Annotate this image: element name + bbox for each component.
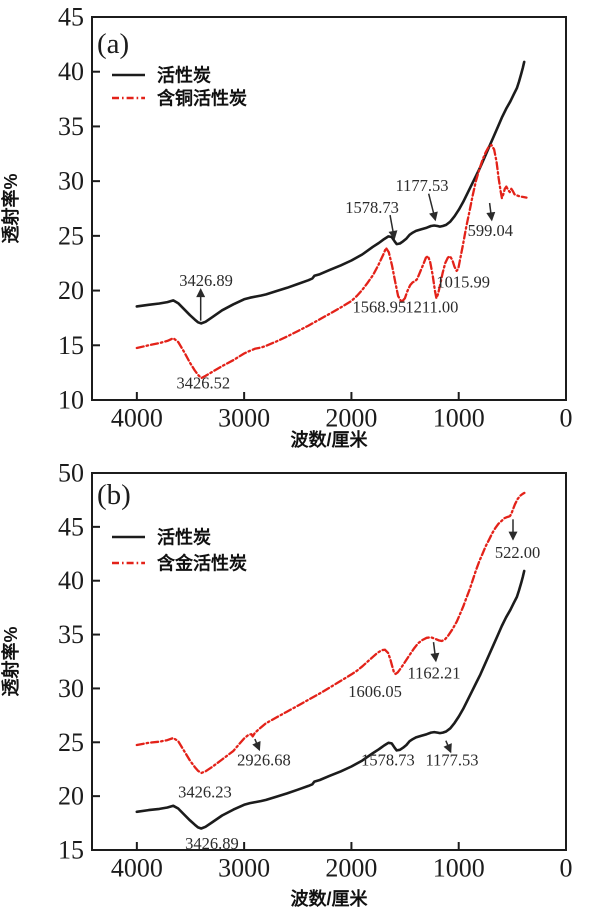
legend-label-gold-activated-carbon: 含金活性炭 (157, 553, 247, 574)
chart-panel-a: 4000 3000 2000 1000 0 10 15 20 25 30 35 40 45 波数/厘米 透射… (0, 3, 573, 451)
x-tick-label: 0 (560, 854, 573, 883)
x-tick-label: 3000 (218, 854, 270, 883)
annotation-arrow (252, 738, 261, 752)
annotation-arrow (388, 214, 398, 240)
y-tick-label: 15 (58, 836, 84, 865)
x-tick-label: 2000 (325, 404, 377, 433)
series-gold-activated-carbon (135, 491, 526, 775)
x-tick-label: 4000 (111, 854, 163, 883)
x-axis-title: 波数/厘米 (290, 429, 368, 450)
y-tick-label: 20 (58, 276, 84, 305)
y-tick-label: 10 (58, 386, 84, 415)
series-activated-carbon (135, 569, 526, 830)
x-tick-label: 3000 (218, 404, 270, 433)
y-tick-label: 45 (58, 3, 84, 32)
panel-a-plot: 4000 3000 2000 1000 0 10 15 20 25 30 35 40 45 波数/厘米 透射… (0, 3, 573, 451)
annotation-label: 1177.53 (426, 751, 479, 770)
annotation-label: 599.04 (468, 221, 513, 240)
y-tick-label: 20 (58, 782, 84, 811)
y-tick-label: 30 (58, 674, 84, 703)
annotation-arrow (486, 202, 496, 222)
annotation-label: 3426.89 (185, 834, 239, 853)
panel-letter: (a) (97, 28, 129, 60)
annotation-label: 1578.73 (345, 198, 399, 217)
y-tick-label: 25 (58, 221, 84, 250)
plot-frame (91, 16, 567, 401)
y-tick-label: 35 (58, 620, 84, 649)
y-tick-label: 40 (58, 566, 84, 595)
y-tick-label: 25 (58, 728, 84, 757)
annotation-label: 2926.68 (237, 751, 291, 770)
legend-label-activated-carbon: 活性炭 (157, 65, 211, 86)
y-tick-label: 35 (58, 112, 84, 141)
annotation-label: 1568.95 (353, 297, 407, 316)
annotation-label: 1606.05 (348, 682, 402, 701)
y-axis-title: 透射率% (0, 173, 21, 243)
annotation-arrow (430, 642, 440, 663)
annotation-label: 1015.99 (436, 272, 490, 291)
y-tick-label: 40 (58, 57, 84, 86)
y-tick-label: 30 (58, 167, 84, 196)
legend-label-copper-activated-carbon: 含铜活性炭 (157, 88, 247, 109)
y-axis-title: 透射率% (0, 626, 21, 696)
annotation-label: 1162.21 (408, 663, 461, 682)
annotation-arrow (443, 740, 452, 754)
series-copper-activated-carbon (135, 143, 528, 380)
y-tick-label: 15 (58, 331, 84, 360)
panel-b-plot: 4000 3000 2000 1000 0 15 20 25 30 35 40 45 50 波数/厘米 透射… (0, 461, 573, 909)
annotation-arrow (427, 193, 438, 222)
chart-panel-b: 4000 3000 2000 1000 0 15 20 25 30 35 40 45 50 波数/厘米 透射… (0, 461, 573, 909)
x-tick-label: 1000 (433, 854, 485, 883)
annotation-label: 1578.73 (361, 751, 415, 770)
x-tick-label: 0 (560, 404, 573, 433)
annotation-label: 1211.00 (405, 297, 458, 316)
x-tick-label: 4000 (111, 404, 163, 433)
y-tick-label: 45 (58, 512, 84, 541)
annotation-label: 3426.89 (179, 271, 233, 290)
x-tick-label: 1000 (433, 404, 485, 433)
x-tick-label: 2000 (325, 854, 377, 883)
y-tick-label: 50 (58, 461, 84, 488)
plot-frame (91, 472, 567, 851)
annotation-label: 522.00 (495, 543, 540, 562)
x-axis-title: 波数/厘米 (290, 888, 368, 909)
annotation-label: 1177.53 (396, 176, 449, 195)
annotation-label: 3426.23 (178, 782, 232, 801)
legend-label-activated-carbon: 活性炭 (157, 527, 211, 548)
panel-letter: (b) (97, 479, 131, 511)
annotation-label: 3426.52 (177, 374, 231, 393)
